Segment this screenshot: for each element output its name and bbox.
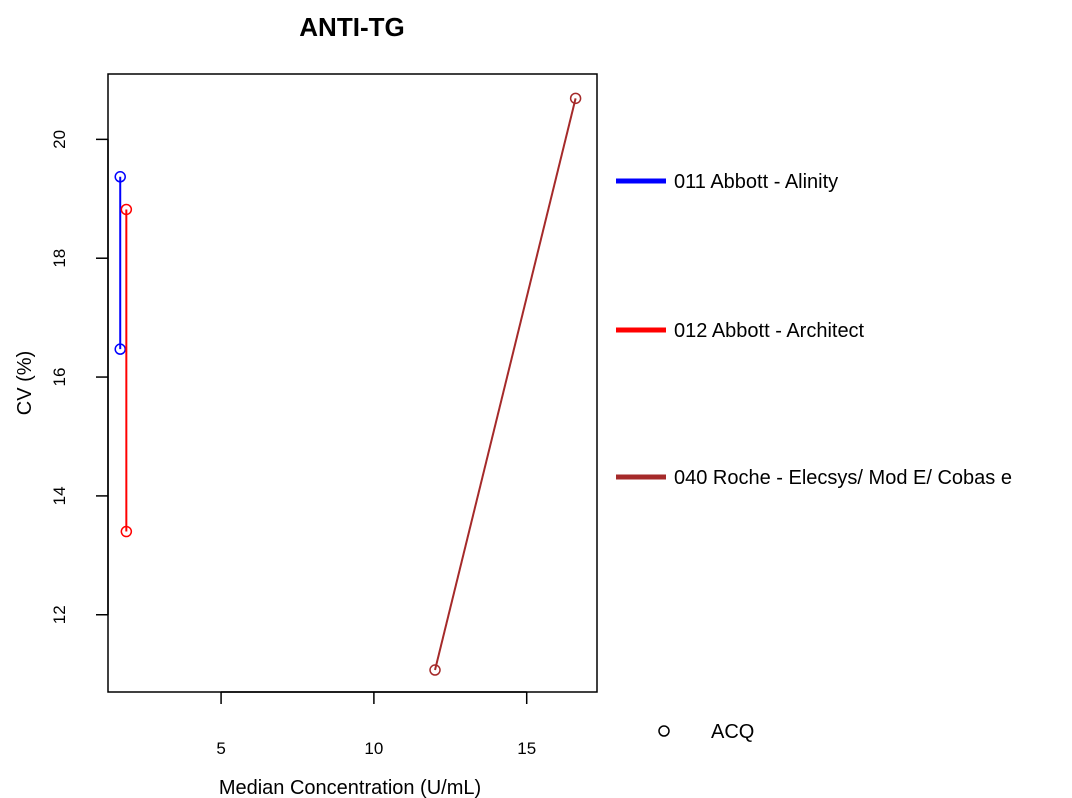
x-tick-label: 5 bbox=[216, 739, 225, 758]
y-tick-label: 20 bbox=[50, 130, 69, 149]
legend-marker-label: ACQ bbox=[711, 721, 754, 743]
y-tick-label: 12 bbox=[50, 605, 69, 624]
x-tick-label: 15 bbox=[517, 739, 536, 758]
y-axis-label: CV (%) bbox=[14, 351, 36, 415]
data-point bbox=[120, 203, 133, 216]
series-1 bbox=[114, 171, 126, 355]
series-line bbox=[434, 98, 577, 671]
legend: 011 Abbott - Alinity 012 Abbott - Archite… bbox=[616, 171, 1012, 743]
plot-frame bbox=[107, 73, 598, 693]
legend-label: 040 Roche - Elecsys/ Mod E/ Cobas e bbox=[674, 467, 1012, 489]
x-tick-label: 10 bbox=[364, 739, 383, 758]
data-point bbox=[114, 343, 126, 355]
x-axis-label: Median Concentration (U/mL) bbox=[219, 777, 481, 798]
legend-marker bbox=[658, 725, 670, 737]
y-tick-label: 14 bbox=[50, 486, 69, 505]
series-layer bbox=[114, 92, 582, 676]
series-3 bbox=[429, 92, 582, 676]
legend-label: 011 Abbott - Alinity bbox=[674, 171, 838, 193]
y-axis: 12 14 16 18 20 bbox=[50, 130, 109, 624]
legend-label: 012 Abbott - Architect bbox=[674, 320, 865, 342]
data-point bbox=[429, 664, 441, 676]
data-point bbox=[120, 525, 133, 538]
data-point bbox=[569, 92, 582, 105]
data-point bbox=[114, 171, 126, 183]
y-tick-label: 18 bbox=[50, 249, 69, 268]
chart-title: ANTI-TG bbox=[299, 12, 404, 42]
series-2 bbox=[120, 203, 133, 538]
x-axis: 5 10 15 bbox=[216, 691, 536, 758]
y-tick-label: 16 bbox=[50, 368, 69, 387]
